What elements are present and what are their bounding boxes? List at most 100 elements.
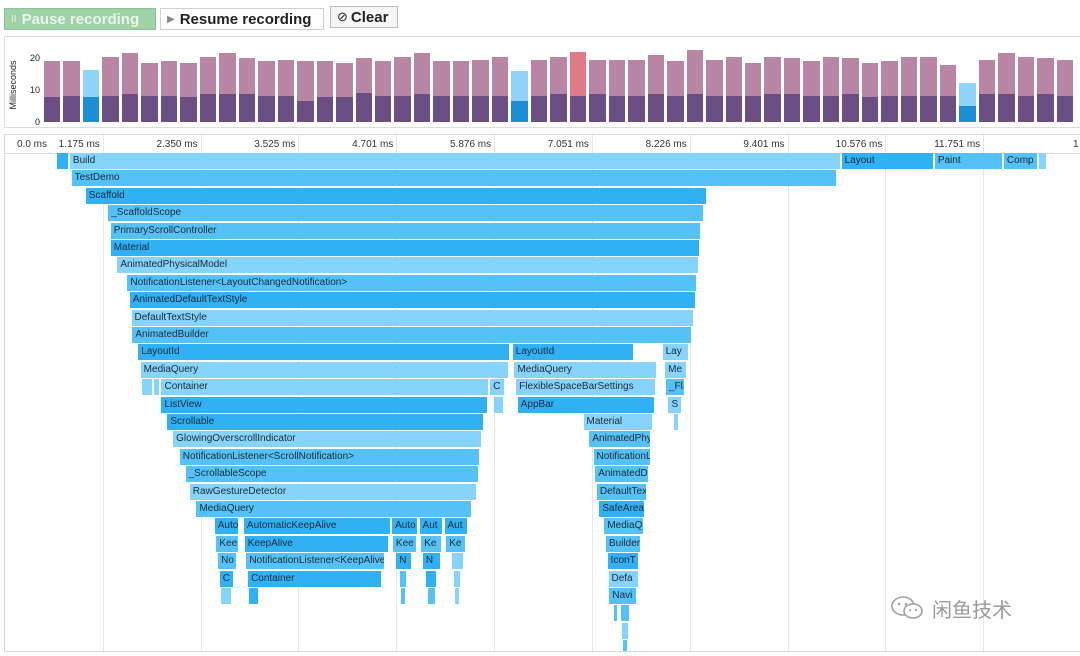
frame-bar-gpu[interactable] xyxy=(44,61,61,98)
flame-node[interactable] xyxy=(453,570,461,587)
frame-bar-gpu[interactable] xyxy=(316,61,334,98)
frame-bar-gpu[interactable] xyxy=(355,58,373,93)
frame-bar-cpu[interactable] xyxy=(472,95,489,122)
frame-bar-cpu[interactable] xyxy=(842,94,859,122)
flame-node[interactable]: MediaQuery xyxy=(514,361,656,378)
frame-bar-cpu[interactable] xyxy=(1017,95,1035,122)
frame-bar-gpu[interactable] xyxy=(667,61,684,96)
flame-node[interactable]: DefaultTex xyxy=(596,483,646,500)
flame-node[interactable]: S xyxy=(668,396,681,413)
frame-bar-gpu[interactable] xyxy=(589,59,606,95)
flame-node[interactable] xyxy=(452,553,463,570)
clear-button[interactable]: ⊘ Clear xyxy=(330,6,398,28)
flame-node[interactable]: AnimatedD xyxy=(595,466,648,483)
frame-bar-gpu[interactable] xyxy=(1056,59,1073,96)
frame-bar-cpu[interactable] xyxy=(394,95,411,122)
frame-bar-cpu[interactable] xyxy=(783,94,801,122)
frame-bar-gpu[interactable] xyxy=(822,56,840,96)
frame-bar-gpu[interactable] xyxy=(472,59,489,96)
flame-node[interactable]: NotificationListener<ScrollNotification> xyxy=(179,448,480,465)
frame-bar-gpu[interactable] xyxy=(959,82,976,106)
frame-bar-cpu[interactable] xyxy=(219,94,236,122)
frame-bar-gpu[interactable] xyxy=(939,64,957,96)
frame-bar-gpu[interactable] xyxy=(569,51,587,96)
flame-node[interactable] xyxy=(674,414,679,430)
flame-node[interactable] xyxy=(454,588,459,604)
frame-bar-cpu[interactable] xyxy=(375,95,392,122)
flame-node[interactable]: NotificationListener<KeepAliveN xyxy=(246,553,384,570)
frame-bar-cpu[interactable] xyxy=(121,94,139,122)
flame-node[interactable]: Kee xyxy=(392,535,417,552)
flame-node[interactable]: MediaQuery xyxy=(196,501,472,517)
flame-node[interactable] xyxy=(621,622,629,639)
frame-bar-gpu[interactable] xyxy=(452,61,470,96)
frame-bar-cpu[interactable] xyxy=(491,95,509,122)
frame-bar-cpu[interactable] xyxy=(764,94,781,122)
flame-node[interactable]: _ScaffoldScope xyxy=(108,205,704,222)
flame-node[interactable]: SafeArea xyxy=(599,501,645,517)
frame-bar-gpu[interactable] xyxy=(180,63,197,98)
flame-node[interactable] xyxy=(401,588,406,604)
flame-node[interactable]: No xyxy=(218,553,237,570)
frame-bar-cpu[interactable] xyxy=(744,95,762,122)
frame-bar-cpu[interactable] xyxy=(725,95,742,122)
flame-node[interactable]: Material xyxy=(583,414,652,430)
frame-bar-gpu[interactable] xyxy=(550,56,567,95)
frame-bar-gpu[interactable] xyxy=(199,56,217,95)
flame-node[interactable]: Defa xyxy=(608,570,638,587)
frame-bar-cpu[interactable] xyxy=(706,95,723,122)
frame-bar-cpu[interactable] xyxy=(589,94,606,122)
frame-bar-gpu[interactable] xyxy=(783,58,801,95)
frame-bar-gpu[interactable] xyxy=(920,56,937,96)
frame-bar-cpu[interactable] xyxy=(199,94,217,122)
frame-bar-gpu[interactable] xyxy=(141,63,158,96)
frame-bar-gpu[interactable] xyxy=(530,59,548,96)
frame-bar-cpu[interactable] xyxy=(647,94,665,122)
frame-bar-gpu[interactable] xyxy=(277,59,295,96)
flame-node[interactable]: Aut xyxy=(444,518,467,535)
flame-node[interactable] xyxy=(154,379,159,396)
flame-node[interactable]: N xyxy=(422,553,440,570)
frame-bar-cpu[interactable] xyxy=(63,95,80,122)
frame-bar-cpu[interactable] xyxy=(569,95,587,122)
frame-bar-cpu[interactable] xyxy=(608,95,626,122)
frame-bar-gpu[interactable] xyxy=(82,69,100,98)
frame-bar-gpu[interactable] xyxy=(725,56,742,96)
frame-bar-gpu[interactable] xyxy=(803,61,820,96)
flame-node[interactable]: MediaQuery xyxy=(140,361,508,378)
frame-bar-cpu[interactable] xyxy=(141,95,158,122)
flame-node[interactable] xyxy=(1038,153,1046,169)
frame-bar-cpu[interactable] xyxy=(433,95,450,122)
flame-node[interactable]: AnimatedPhysicalModel xyxy=(117,257,698,274)
flame-node[interactable]: NotificationListener<LayoutChangedNotifi… xyxy=(127,274,696,291)
frame-bar-cpu[interactable] xyxy=(452,95,470,122)
frame-bar-cpu[interactable] xyxy=(939,95,957,122)
frame-bar-cpu[interactable] xyxy=(628,95,645,122)
flame-node[interactable] xyxy=(614,605,618,622)
frame-bar-gpu[interactable] xyxy=(608,59,626,96)
frame-bar-cpu[interactable] xyxy=(238,94,256,122)
frame-bar-gpu[interactable] xyxy=(121,53,139,95)
frame-bar-cpu[interactable] xyxy=(686,94,704,122)
frame-bar-cpu[interactable] xyxy=(160,95,178,122)
frame-bar-cpu[interactable] xyxy=(978,94,996,122)
flame-node[interactable]: AnimatedDefaultTextStyle xyxy=(129,292,696,309)
flame-node[interactable]: C xyxy=(490,379,505,396)
flame-node[interactable]: AnimatedBuilder xyxy=(132,327,691,343)
flame-node[interactable] xyxy=(427,588,435,604)
flame-node[interactable]: Lay xyxy=(662,344,688,361)
frame-bar-cpu[interactable] xyxy=(355,92,373,122)
frame-bar-cpu[interactable] xyxy=(297,100,314,122)
frame-bar-gpu[interactable] xyxy=(1017,56,1035,96)
flame-node[interactable]: ListView xyxy=(161,396,487,413)
frame-bar-cpu[interactable] xyxy=(822,95,840,122)
flame-node[interactable] xyxy=(141,379,153,396)
flame-node[interactable]: AppBar xyxy=(517,396,655,413)
frame-bar-gpu[interactable] xyxy=(881,61,898,96)
flame-node[interactable]: Auto xyxy=(392,518,418,535)
frame-bar-gpu[interactable] xyxy=(413,53,431,95)
frame-bar-gpu[interactable] xyxy=(861,63,879,98)
flame-node[interactable] xyxy=(248,588,259,604)
flame-node[interactable]: KeepAlive xyxy=(244,535,388,552)
frame-bar-cpu[interactable] xyxy=(82,97,100,122)
